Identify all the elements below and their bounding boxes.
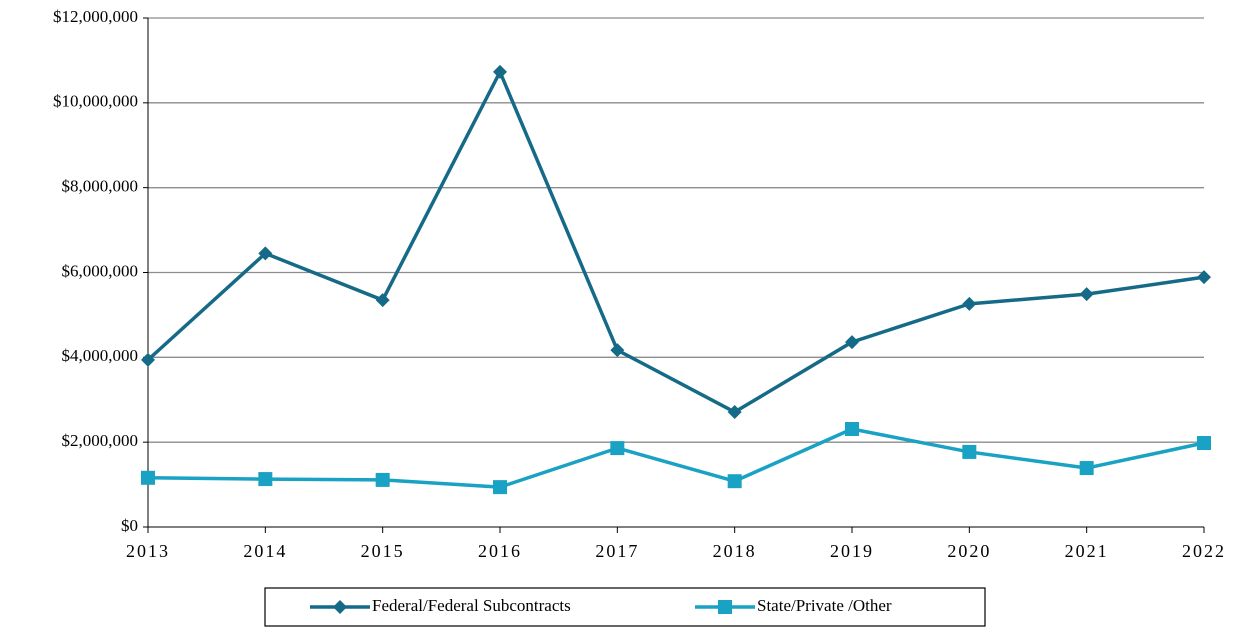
y-tick-label: $10,000,000 (53, 92, 138, 111)
series-line (146, 70, 1205, 414)
y-tick-label: $6,000,000 (62, 261, 139, 280)
point (141, 352, 155, 367)
point (258, 472, 273, 487)
x-tick-label: 2017 (595, 541, 639, 561)
x-tick-label: 2022 (1182, 541, 1226, 561)
point (493, 64, 507, 79)
point (258, 246, 273, 261)
x-tick-label: 2018 (713, 541, 757, 561)
point (845, 335, 859, 350)
x-tick-label: 2019 (830, 541, 874, 561)
point (493, 480, 507, 495)
x-tick-label: 2020 (947, 541, 991, 561)
point (610, 441, 625, 456)
point (727, 405, 742, 420)
point (962, 444, 977, 459)
x-tick-label: 2021 (1065, 541, 1109, 561)
legend-marker (718, 600, 732, 614)
point (375, 293, 390, 308)
x-tick-label: 2016 (478, 541, 522, 561)
point (141, 470, 155, 485)
point (610, 343, 625, 358)
y-tick-label: $2,000,000 (62, 431, 139, 450)
x-tick-label: 2015 (361, 541, 405, 561)
point (845, 422, 859, 437)
point (962, 296, 977, 311)
point (1197, 270, 1211, 285)
y-tick-label: $8,000,000 (62, 177, 139, 196)
point (1197, 436, 1211, 451)
x-tick-label: 2014 (243, 541, 287, 561)
x-tick-label: 2013 (126, 541, 170, 561)
point (375, 472, 390, 487)
legend-label: Federal/Federal Subcontracts (372, 596, 571, 615)
y-tick-label: $12,000,000 (53, 7, 138, 26)
legend-marker (333, 600, 347, 614)
series-line (147, 427, 1205, 489)
legend-label: State/Private /Other (757, 596, 892, 615)
point (727, 474, 742, 489)
y-tick-label: $4,000,000 (62, 346, 139, 365)
y-tick-label: $0 (121, 516, 138, 535)
point (1079, 287, 1094, 302)
point (1079, 461, 1094, 476)
legend-box (264, 587, 986, 627)
